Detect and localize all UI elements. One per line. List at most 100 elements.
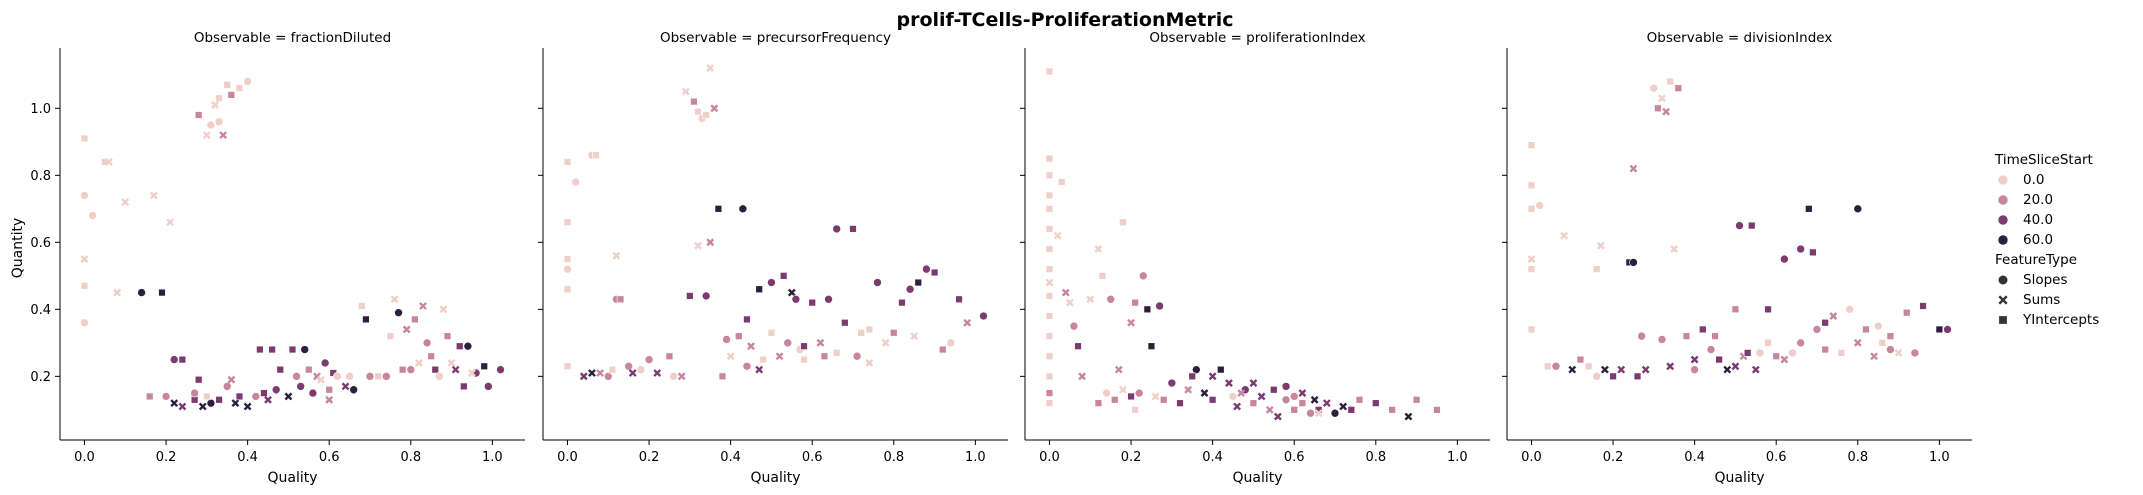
data-point [690,97,698,106]
data-point [579,372,588,381]
data-point [1057,178,1066,186]
data-point [170,399,179,408]
data-point [121,198,130,207]
x-tick-label: 1.0 [482,450,503,465]
data-point [603,372,613,381]
data-point [612,251,621,260]
data-point [460,382,468,391]
data-point [1289,392,1299,401]
data-point [80,255,89,263]
data-point [726,352,735,361]
data-point [596,369,605,377]
data-point [563,264,572,274]
data-point [231,399,240,408]
legend-hue-title: TimeSliceStart [1994,152,2093,168]
data-point [1809,248,1817,257]
data-point [718,372,727,381]
data-point [1290,406,1298,414]
data-point [1662,107,1670,116]
data-point [1119,218,1127,226]
data-point [1637,331,1646,341]
data-point [1208,372,1217,381]
points [563,64,988,381]
panels-layer: Observable = fractionDiluted 0.0 0.2 0.4 0.6… [30,30,1972,486]
data-point [1045,191,1054,200]
data-point [800,355,808,364]
panel-2: Observable = precursorFrequency 0.0 0.2 0.4… [538,30,1008,486]
legend-style-marker [1997,274,2009,286]
data-point [1249,399,1258,407]
data-point [644,355,654,364]
data-point [1894,348,1903,357]
data-point [742,361,752,371]
data-point [669,372,678,381]
data-point [1649,83,1659,93]
data-point [1074,342,1082,350]
panel-title: Observable = proliferationIndex [1149,30,1365,46]
data-point [223,81,231,89]
data-point [1298,399,1307,407]
data-point [1045,292,1054,300]
data-point [227,91,236,99]
data-point [1821,345,1829,354]
legend-style-label: Sums [2023,292,2060,308]
data-point [1237,389,1246,398]
data-point [592,151,600,159]
data-point [1045,389,1054,397]
points [80,77,505,411]
data-point [1225,379,1233,387]
points [1527,77,1952,381]
data-point [1257,392,1266,401]
x-tick-label: 0.2 [1121,450,1142,465]
data-point [1919,302,1927,310]
data-point [1629,258,1638,267]
data-point [219,131,228,140]
panel-title: Observable = divisionIndex [1647,30,1833,46]
data-point [1045,332,1054,340]
data-point [1143,305,1152,314]
data-point [1715,355,1723,364]
data-point [1592,372,1602,381]
data-point [1339,402,1348,411]
data-point [865,359,874,367]
data-point [616,295,625,304]
data-point [706,238,715,247]
data-point [1657,335,1667,344]
data-point [214,117,224,127]
data-point [1935,325,1944,334]
data-point [345,372,354,381]
data-point [787,288,796,297]
data-point [946,338,956,348]
data-point [1045,225,1054,233]
data-point [1535,201,1544,210]
x-tick-label: 0.8 [1365,450,1386,465]
data-point [939,345,947,354]
data-point [1527,141,1536,149]
legend-style-label: YIntercepts [2022,312,2099,328]
data-point [563,285,572,293]
data-point [325,386,333,394]
data-point [1780,254,1789,264]
data-point [636,365,646,374]
x-tick-label: 1.0 [965,450,986,465]
data-point [1584,362,1593,371]
data-point [1527,181,1536,190]
data-point [468,369,476,377]
data-point [665,352,674,360]
data-point [374,372,382,381]
data-point [1674,84,1683,92]
legend-hue-swatch [1997,194,2009,206]
data-point [1347,406,1356,414]
data-point [1796,338,1805,348]
data-point [483,382,493,391]
x-tick-label: 0.2 [1603,450,1624,465]
data-point [222,382,232,391]
data-point [702,111,710,119]
data-point [1184,385,1193,394]
data-point [1094,245,1103,253]
x-tick-label: 1.0 [1447,450,1468,465]
data-point [849,225,857,233]
data-point [767,329,776,337]
data-point [137,288,146,297]
